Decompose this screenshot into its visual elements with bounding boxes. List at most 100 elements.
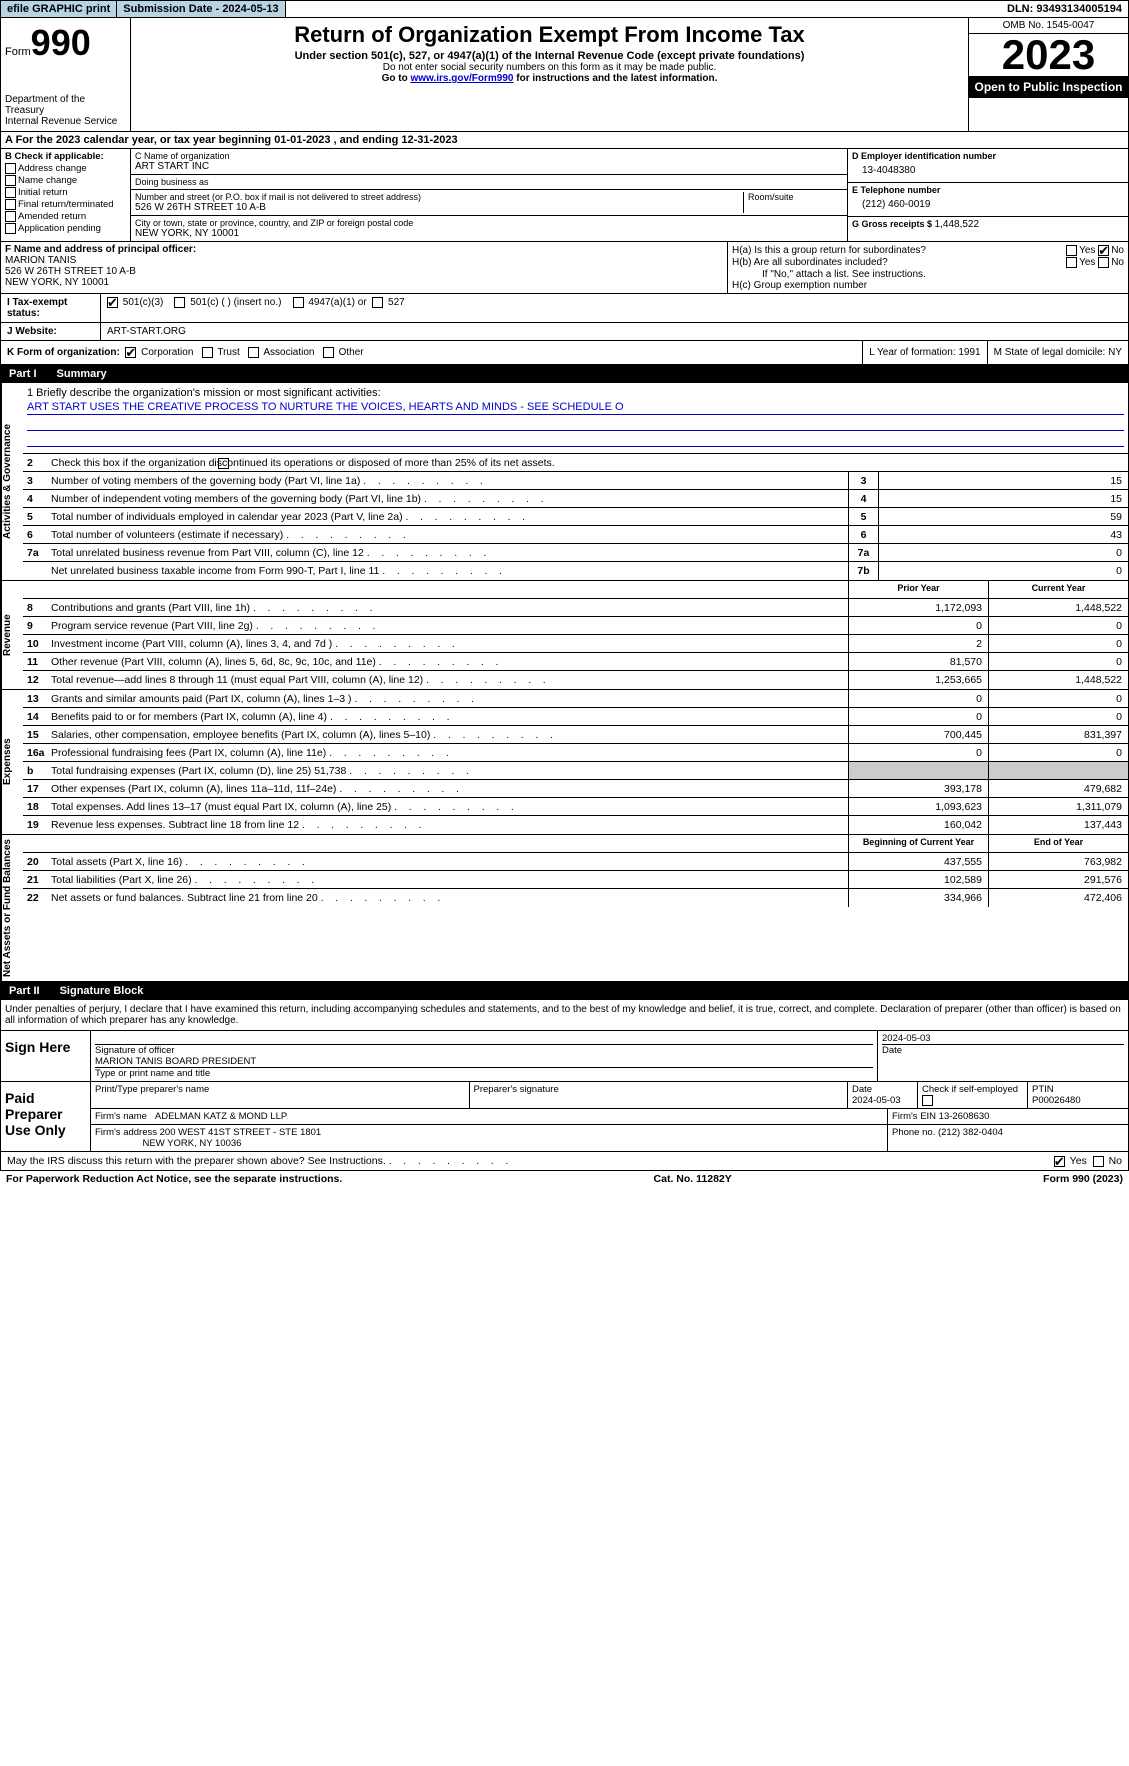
summary-line: 7aTotal unrelated business revenue from … xyxy=(23,544,1128,562)
cb-hb-no[interactable] xyxy=(1098,257,1109,268)
expenses-section: Expenses 13Grants and similar amounts pa… xyxy=(0,690,1129,835)
officer-addr1: 526 W 26TH STREET 10 A-B xyxy=(5,266,723,277)
ptin-value: P00026480 xyxy=(1032,1095,1081,1106)
summary-line: 3Number of voting members of the governi… xyxy=(23,472,1128,490)
discuss-text: May the IRS discuss this return with the… xyxy=(7,1155,386,1167)
dba-label: Doing business as xyxy=(135,177,843,187)
footer-catno: Cat. No. 11282Y xyxy=(654,1173,732,1185)
prep-date-label: Date xyxy=(852,1084,872,1095)
box-b-label: B Check if applicable: xyxy=(5,151,126,162)
firm-ein-value: 13-2608630 xyxy=(939,1111,990,1122)
goto-suffix: for instructions and the latest informat… xyxy=(513,73,717,84)
dln-label: DLN: 93493134005194 xyxy=(1001,1,1128,17)
firm-name-value: ADELMAN KATZ & MOND LLP xyxy=(155,1111,287,1122)
phone-value: (212) 460-0019 xyxy=(852,195,1124,214)
box-b: B Check if applicable: Address change Na… xyxy=(1,149,131,241)
cb-assoc[interactable] xyxy=(248,347,259,358)
sig-officer-label: Signature of officer xyxy=(95,1045,175,1056)
ein-label: D Employer identification number xyxy=(852,151,1124,161)
cb-501c3[interactable] xyxy=(107,297,118,308)
mission-text: ART START USES THE CREATIVE PROCESS TO N… xyxy=(27,401,1124,415)
prep-check-label: Check if self-employed xyxy=(922,1084,1018,1095)
hc-label: H(c) Group exemption number xyxy=(732,280,1124,291)
cb-discuss-no[interactable] xyxy=(1093,1156,1104,1167)
cb-527[interactable] xyxy=(372,297,383,308)
prep-sig-label: Preparer's signature xyxy=(470,1082,849,1108)
summary-line: 14Benefits paid to or for members (Part … xyxy=(23,708,1128,726)
state-domicile: M State of legal domicile: NY xyxy=(987,341,1128,364)
box-h: H(a) Is this a group return for subordin… xyxy=(728,242,1128,293)
box-de: D Employer identification number13-40483… xyxy=(848,149,1128,241)
cb-trust[interactable] xyxy=(202,347,213,358)
hb-label: H(b) Are all subordinates included? xyxy=(732,257,888,268)
hb-note: If "No," attach a list. See instructions… xyxy=(732,269,1124,280)
box-f: F Name and address of principal officer:… xyxy=(1,242,728,293)
officer-addr2: NEW YORK, NY 10001 xyxy=(5,277,723,288)
footer-row: For Paperwork Reduction Act Notice, see … xyxy=(0,1171,1129,1187)
cb-initial-return[interactable] xyxy=(5,187,16,198)
section-abcde: B Check if applicable: Address change Na… xyxy=(0,149,1129,242)
part1-label: Part I xyxy=(9,368,37,380)
cb-corp[interactable] xyxy=(125,347,136,358)
org-address: 526 W 26TH STREET 10 A-B xyxy=(135,202,743,213)
dept-label: Department of the Treasury Internal Reve… xyxy=(5,94,126,127)
sign-here-label: Sign Here xyxy=(1,1031,91,1081)
phone-label: E Telephone number xyxy=(852,185,1124,195)
cb-4947[interactable] xyxy=(293,297,304,308)
col-begin-header: Beginning of Current Year xyxy=(848,835,988,852)
summary-line: 4Number of independent voting members of… xyxy=(23,490,1128,508)
summary-line: 12Total revenue—add lines 8 through 11 (… xyxy=(23,671,1128,689)
cb-501c[interactable] xyxy=(174,297,185,308)
summary-line: 21Total liabilities (Part X, line 26)102… xyxy=(23,871,1128,889)
box-c: C Name of organizationART START INC Doin… xyxy=(131,149,848,241)
part2-name: Signature Block xyxy=(60,985,144,997)
addr-label: Number and street (or P.O. box if mail i… xyxy=(135,192,743,202)
sig-officer-value: MARION TANIS BOARD PRESIDENT xyxy=(95,1056,256,1067)
form-subtitle: Under section 501(c), 527, or 4947(a)(1)… xyxy=(139,50,960,62)
cb-ha-no[interactable] xyxy=(1098,245,1109,256)
summary-line: 11Other revenue (Part VIII, column (A), … xyxy=(23,653,1128,671)
cb-final-return[interactable] xyxy=(5,199,16,210)
firm-phone-value: (212) 382-0404 xyxy=(938,1127,1003,1138)
firm-addr-label: Firm's address xyxy=(95,1127,157,1138)
col-prior-header: Prior Year xyxy=(848,581,988,598)
gross-receipts-label: G Gross receipts $ xyxy=(852,219,935,229)
cb-ha-yes[interactable] xyxy=(1066,245,1077,256)
officer-label: F Name and address of principal officer: xyxy=(5,244,723,255)
cb-discuss-yes[interactable] xyxy=(1054,1156,1065,1167)
cb-address-change[interactable] xyxy=(5,163,16,174)
ha-label: H(a) Is this a group return for subordin… xyxy=(732,245,926,256)
irs-link[interactable]: www.irs.gov/Form990 xyxy=(410,73,513,84)
form-label: Form xyxy=(5,46,31,58)
cb-other[interactable] xyxy=(323,347,334,358)
cb-self-employed[interactable] xyxy=(922,1095,933,1106)
cb-hb-yes[interactable] xyxy=(1066,257,1077,268)
paid-preparer-label: Paid Preparer Use Only xyxy=(1,1082,91,1151)
summary-line: 13Grants and similar amounts paid (Part … xyxy=(23,690,1128,708)
summary-line: 16aProfessional fundraising fees (Part I… xyxy=(23,744,1128,762)
tax-year: 2023 xyxy=(969,34,1128,76)
tax-year-row: A For the 2023 calendar year, or tax yea… xyxy=(0,132,1129,149)
cb-app-pending[interactable] xyxy=(5,223,16,234)
summary-line: 5Total number of individuals employed in… xyxy=(23,508,1128,526)
goto-prefix: Go to xyxy=(382,73,411,84)
form-header: Form990 Department of the Treasury Inter… xyxy=(0,18,1129,132)
firm-name-label: Firm's name xyxy=(95,1111,147,1122)
submission-date-button[interactable]: Submission Date - 2024-05-13 xyxy=(117,1,285,17)
col-end-header: End of Year xyxy=(988,835,1128,852)
city-label: City or town, state or province, country… xyxy=(135,218,843,228)
gross-receipts-value: 1,448,522 xyxy=(935,219,980,230)
form-org-label: K Form of organization: xyxy=(7,347,120,358)
cb-discontinued[interactable] xyxy=(218,458,229,469)
summary-line: Net unrelated business taxable income fr… xyxy=(23,562,1128,580)
top-bar: efile GRAPHIC print Submission Date - 20… xyxy=(0,0,1129,18)
revenue-section: Revenue Prior YearCurrent Year 8Contribu… xyxy=(0,581,1129,690)
paid-preparer-block: Paid Preparer Use Only Print/Type prepar… xyxy=(0,1082,1129,1152)
cb-name-change[interactable] xyxy=(5,175,16,186)
sign-here-block: Sign Here Signature of officerMARION TAN… xyxy=(0,1031,1129,1082)
row-j: J Website: ART-START.ORG xyxy=(0,323,1129,341)
cb-amended[interactable] xyxy=(5,211,16,222)
summary-line: 8Contributions and grants (Part VIII, li… xyxy=(23,599,1128,617)
efile-print-button[interactable]: efile GRAPHIC print xyxy=(1,1,117,17)
discuss-row: May the IRS discuss this return with the… xyxy=(0,1152,1129,1171)
